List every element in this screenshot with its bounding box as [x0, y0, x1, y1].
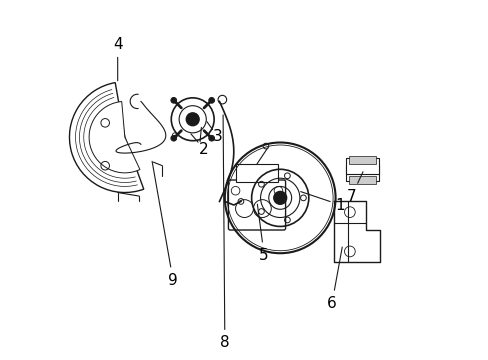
Text: 1: 1	[300, 192, 345, 212]
FancyBboxPatch shape	[235, 164, 278, 182]
Circle shape	[208, 98, 214, 103]
FancyBboxPatch shape	[345, 158, 378, 174]
FancyBboxPatch shape	[348, 157, 375, 164]
Text: 2: 2	[198, 142, 208, 157]
FancyBboxPatch shape	[345, 165, 378, 181]
Circle shape	[186, 113, 199, 126]
FancyBboxPatch shape	[228, 180, 285, 230]
Wedge shape	[69, 82, 143, 193]
Circle shape	[170, 135, 176, 141]
Circle shape	[273, 192, 286, 204]
Text: 4: 4	[113, 37, 122, 81]
Text: 3: 3	[212, 129, 222, 144]
Text: 8: 8	[220, 115, 229, 350]
Text: 9: 9	[152, 161, 178, 288]
Wedge shape	[89, 102, 140, 173]
Text: 7: 7	[346, 172, 362, 203]
Text: 6: 6	[326, 247, 342, 311]
Circle shape	[170, 98, 176, 103]
Text: 5: 5	[257, 204, 268, 262]
FancyBboxPatch shape	[348, 176, 375, 184]
Circle shape	[208, 135, 214, 141]
